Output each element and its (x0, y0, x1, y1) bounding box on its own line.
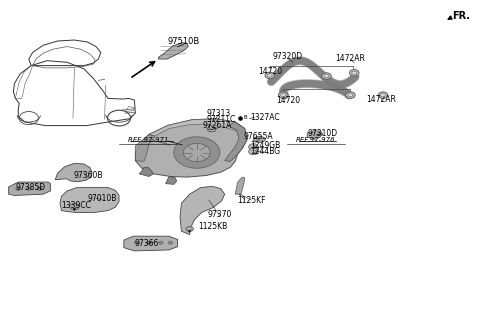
Circle shape (186, 226, 193, 232)
Polygon shape (207, 125, 216, 132)
Text: 97360B: 97360B (73, 171, 103, 180)
Circle shape (37, 187, 42, 190)
Circle shape (281, 93, 286, 97)
Text: 97370: 97370 (208, 210, 232, 219)
Text: FR.: FR. (452, 11, 470, 21)
Polygon shape (124, 236, 178, 251)
Text: 1472AR: 1472AR (336, 54, 365, 63)
Text: B: B (243, 115, 247, 120)
Polygon shape (307, 131, 323, 138)
Circle shape (158, 241, 163, 244)
Polygon shape (180, 186, 225, 235)
Circle shape (26, 187, 31, 190)
Polygon shape (158, 43, 188, 59)
Circle shape (72, 205, 77, 208)
Polygon shape (135, 134, 155, 161)
Text: 97310D: 97310D (308, 129, 337, 138)
Text: 97211C: 97211C (206, 115, 235, 124)
Polygon shape (235, 177, 245, 194)
Text: REF 97-971: REF 97-971 (128, 137, 168, 143)
Text: 1472AR: 1472AR (367, 94, 396, 104)
Circle shape (70, 203, 79, 210)
Polygon shape (135, 119, 247, 177)
Circle shape (183, 143, 210, 162)
Text: 1249GB: 1249GB (250, 141, 281, 151)
Circle shape (168, 241, 173, 244)
Circle shape (146, 241, 151, 244)
Polygon shape (9, 182, 50, 195)
Text: 97313: 97313 (207, 109, 231, 118)
Text: 97655A: 97655A (243, 132, 273, 141)
Polygon shape (60, 188, 119, 213)
Text: 1244BG: 1244BG (251, 147, 280, 156)
Polygon shape (166, 176, 177, 184)
Text: 97320D: 97320D (273, 52, 303, 61)
Text: 1339CC: 1339CC (61, 201, 91, 211)
Text: 97385D: 97385D (15, 183, 45, 192)
Circle shape (265, 72, 275, 79)
Text: 1125KB: 1125KB (198, 222, 227, 232)
Text: 1327AC: 1327AC (251, 113, 280, 122)
Polygon shape (149, 119, 245, 136)
Circle shape (249, 148, 258, 155)
Polygon shape (55, 163, 92, 182)
Ellipse shape (256, 138, 262, 141)
Circle shape (174, 137, 220, 168)
Ellipse shape (253, 136, 265, 142)
Circle shape (324, 74, 329, 78)
Text: 97366: 97366 (135, 239, 159, 248)
Circle shape (267, 74, 272, 77)
Text: REF.97-976: REF.97-976 (296, 137, 336, 143)
Circle shape (188, 228, 192, 230)
Circle shape (348, 93, 353, 97)
Circle shape (322, 73, 331, 79)
Circle shape (252, 146, 255, 148)
Circle shape (134, 241, 139, 244)
Text: 97261A: 97261A (203, 121, 232, 130)
Circle shape (252, 150, 255, 153)
Text: 97010B: 97010B (87, 194, 117, 203)
Circle shape (352, 71, 357, 74)
Circle shape (278, 92, 288, 98)
Circle shape (349, 70, 359, 76)
Text: 14720: 14720 (276, 96, 300, 105)
Circle shape (346, 92, 355, 98)
Text: 97510B: 97510B (168, 37, 200, 47)
Text: 14720: 14720 (258, 67, 282, 76)
Text: 1125KF: 1125KF (237, 196, 266, 205)
Circle shape (378, 92, 388, 98)
Polygon shape (139, 167, 154, 176)
Circle shape (381, 93, 385, 97)
Circle shape (16, 187, 21, 190)
Circle shape (249, 144, 258, 150)
Polygon shape (225, 122, 247, 161)
